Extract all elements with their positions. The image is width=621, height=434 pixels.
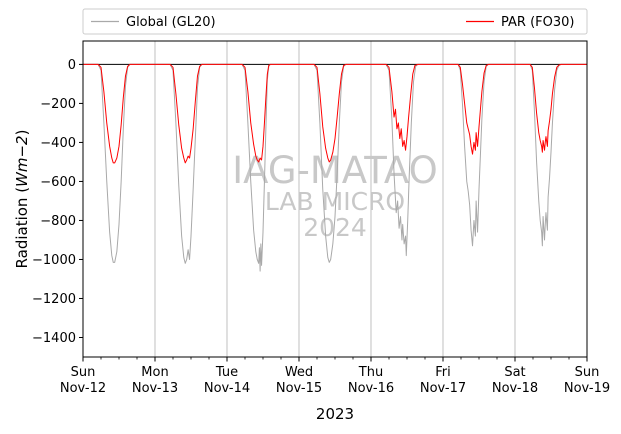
watermark-line-1: IAG-MATAO — [232, 149, 437, 192]
x-tick-date: Nov-12 — [60, 381, 106, 396]
series-line-par — [83, 63, 587, 164]
x-tick-weekday: Sun — [575, 365, 600, 380]
x-tick-date: Nov-18 — [492, 381, 538, 396]
legend-label-global: Global (GL20) — [126, 15, 216, 30]
y-tick-label: −800 — [40, 214, 76, 229]
y-axis-title-suffix: ) — [13, 130, 31, 136]
y-tick-label: −400 — [40, 136, 76, 151]
x-tick-weekday: Fri — [435, 365, 451, 380]
x-tick-weekday: Wed — [285, 365, 313, 380]
y-tick-label: 0 — [68, 58, 76, 73]
x-tick-weekday: Mon — [141, 365, 168, 380]
y-tick-label: −1400 — [32, 331, 76, 346]
legend-label-par: PAR (FO30) — [501, 15, 574, 30]
series-lines — [83, 63, 587, 272]
x-tick-date: Nov-19 — [564, 381, 610, 396]
y-tick-label: −1000 — [32, 253, 76, 268]
plot-area — [83, 41, 587, 357]
x-axis-title: 2023 — [316, 405, 354, 423]
y-axis-title-prefix: Radiation ( — [13, 187, 31, 269]
x-tick-weekday: Sun — [71, 365, 96, 380]
x-tick-date: Nov-16 — [348, 381, 394, 396]
series-line-global — [83, 63, 587, 272]
y-axis: 0 −200 −400 −600 −800 −1000 −1200 −1400 — [32, 58, 83, 346]
x-tick-weekday: Thu — [358, 365, 383, 380]
x-grid — [154, 41, 516, 357]
legend: Global (GL20) PAR (FO30) — [82, 8, 588, 35]
y-tick-label: −200 — [40, 97, 76, 112]
y-tick-label: −600 — [40, 175, 76, 190]
y-axis-title-unit: Wm−2 — [13, 135, 31, 187]
x-tick-date: Nov-17 — [420, 381, 466, 396]
x-axis: SunNov-12MonNov-13TueNov-14WedNov-15ThuN… — [60, 357, 610, 396]
x-tick-date: Nov-14 — [204, 381, 250, 396]
legend-box — [82, 8, 588, 35]
y-tick-label: −1200 — [32, 292, 76, 307]
x-tick-date: Nov-13 — [132, 381, 178, 396]
x-tick-weekday: Sat — [504, 365, 525, 380]
watermark: IAG-MATAO LAB MICRO 2024 — [232, 149, 437, 242]
x-tick-date: Nov-15 — [276, 381, 322, 396]
y-axis-title: Radiation (Wm−2) — [13, 130, 31, 269]
x-tick-weekday: Tue — [215, 365, 238, 380]
